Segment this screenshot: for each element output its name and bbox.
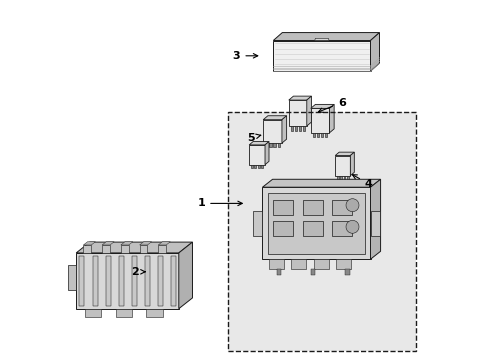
Polygon shape	[264, 141, 268, 165]
Bar	[335, 259, 350, 269]
Text: 1: 1	[197, 198, 242, 208]
Bar	[340, 176, 341, 179]
Polygon shape	[102, 242, 114, 245]
Bar	[119, 256, 123, 306]
Bar	[158, 245, 166, 253]
Polygon shape	[335, 152, 354, 156]
Polygon shape	[310, 108, 329, 133]
Polygon shape	[139, 242, 151, 245]
Polygon shape	[273, 40, 370, 71]
Text: 4: 4	[352, 175, 372, 189]
Bar	[139, 245, 147, 253]
Polygon shape	[249, 141, 268, 145]
Text: 5: 5	[246, 132, 260, 143]
Bar	[273, 143, 275, 147]
Bar	[370, 211, 379, 236]
Bar	[343, 176, 345, 179]
Bar	[346, 176, 348, 179]
Polygon shape	[76, 253, 179, 309]
Polygon shape	[158, 242, 170, 245]
Bar	[79, 256, 84, 306]
Bar	[253, 211, 262, 236]
Bar	[158, 256, 163, 306]
Bar	[298, 126, 300, 131]
Bar	[121, 245, 128, 253]
Polygon shape	[282, 116, 286, 143]
Polygon shape	[288, 100, 306, 126]
Bar	[302, 126, 304, 131]
Bar	[132, 256, 137, 306]
Bar	[261, 165, 263, 168]
Polygon shape	[267, 193, 365, 254]
Polygon shape	[370, 32, 379, 71]
Bar	[345, 269, 349, 275]
Bar	[83, 245, 91, 253]
Polygon shape	[273, 32, 379, 40]
Bar	[85, 309, 101, 317]
Polygon shape	[83, 242, 95, 245]
Bar	[325, 133, 326, 137]
Polygon shape	[310, 104, 333, 108]
Polygon shape	[335, 156, 349, 176]
Bar	[276, 269, 281, 275]
Polygon shape	[121, 242, 133, 245]
Polygon shape	[76, 242, 192, 253]
Bar	[291, 259, 306, 269]
Bar	[102, 245, 110, 253]
Text: 6: 6	[318, 98, 345, 112]
Bar	[145, 256, 150, 306]
Bar	[228, 112, 415, 351]
Bar	[294, 126, 296, 131]
Polygon shape	[329, 104, 333, 133]
Bar	[105, 256, 110, 306]
Bar	[310, 269, 315, 275]
Bar	[332, 221, 351, 236]
Bar	[171, 256, 176, 306]
Polygon shape	[262, 179, 380, 187]
Bar	[302, 221, 322, 236]
Polygon shape	[349, 152, 354, 176]
Polygon shape	[263, 120, 282, 143]
Bar	[336, 176, 338, 179]
Polygon shape	[249, 145, 264, 165]
Bar	[268, 259, 284, 269]
Bar	[265, 143, 267, 147]
Polygon shape	[179, 242, 192, 309]
Bar	[146, 309, 163, 317]
Polygon shape	[370, 179, 380, 259]
Bar	[116, 309, 132, 317]
Bar	[257, 165, 259, 168]
Polygon shape	[288, 96, 311, 100]
Bar	[312, 133, 314, 137]
Circle shape	[346, 220, 358, 233]
Bar	[250, 165, 252, 168]
Bar	[302, 200, 322, 215]
Polygon shape	[68, 265, 76, 290]
Bar	[273, 200, 292, 215]
Text: 2: 2	[131, 267, 145, 277]
Bar	[290, 126, 292, 131]
Bar	[273, 221, 292, 236]
Bar	[269, 143, 271, 147]
Bar	[320, 133, 323, 137]
Circle shape	[346, 199, 358, 212]
Bar	[254, 165, 256, 168]
Polygon shape	[262, 187, 370, 259]
Bar	[316, 133, 319, 137]
Text: 3: 3	[232, 51, 257, 61]
Polygon shape	[263, 116, 286, 120]
Polygon shape	[314, 39, 328, 40]
Bar	[92, 256, 98, 306]
Bar	[277, 143, 279, 147]
Bar	[332, 200, 351, 215]
Bar	[228, 112, 415, 351]
Polygon shape	[306, 96, 311, 126]
Bar	[313, 259, 328, 269]
